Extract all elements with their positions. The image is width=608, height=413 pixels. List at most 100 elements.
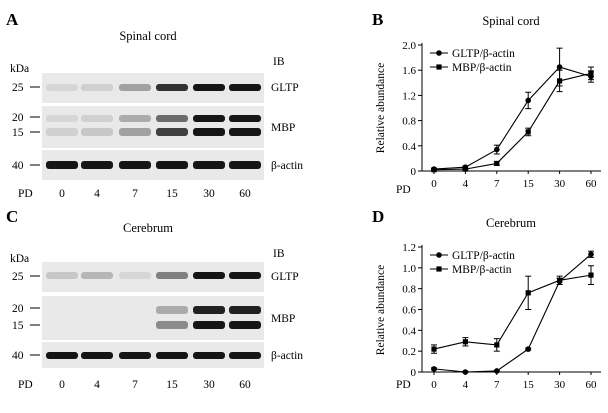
band-a-actin-label: β-actin [271, 160, 303, 172]
chart-d-gltp-point [431, 366, 437, 372]
chart-b-mbp-point [557, 78, 563, 84]
band-c-mbp-upper-lane-5 [229, 306, 261, 314]
chart-d-xtick-label: 4 [463, 379, 469, 391]
band-a-gltp-lane-4 [193, 84, 225, 91]
blot-c-bands [46, 272, 261, 359]
band-a-mbp-lower-lane-1 [81, 128, 113, 136]
band-c-gltp-lane-1 [81, 272, 113, 279]
lane-c-7: 7 [132, 379, 138, 391]
band-a-mbp-upper-lane-2 [119, 115, 151, 122]
chart-d-series-mbp-line [433, 274, 592, 350]
blot-c-gltp-strip [42, 262, 264, 292]
chart-d-ytick-label: 0.4 [402, 325, 416, 337]
marker-a-25: 25 [12, 82, 24, 94]
lane-a-0: 0 [59, 188, 65, 200]
band-a-mbp-lower-lane-2 [119, 128, 151, 136]
band-a-actin-lane-0 [46, 161, 78, 169]
band-a-mbp-lower-lane-4 [193, 128, 225, 136]
chart-b-mbp-point [431, 167, 437, 173]
chart-b-series-mbp-line [433, 72, 592, 171]
chart-b-mbp-point [525, 129, 531, 135]
chart-d-ytick-label: 0.8 [402, 284, 416, 296]
blot-c-mbp-strip [42, 296, 264, 340]
chart-d-ytick-label: 0.6 [402, 305, 416, 317]
band-c-actin-lane-5 [229, 352, 261, 359]
chart-d-xtick-label: 7 [494, 379, 500, 391]
chart-b-legend-gltp-label: GLTP/β-actin [452, 48, 515, 60]
chart-d-xlabel: PD [396, 379, 411, 391]
band-a-mbp-upper-lane-0 [46, 115, 78, 122]
band-a-actin-lane-2 [119, 161, 151, 169]
chart-b-xtick-label: 60 [586, 178, 598, 190]
lane-a-30: 30 [203, 188, 215, 200]
marker-c-15: 15 [12, 320, 24, 332]
band-a-actin-lane-4 [193, 161, 225, 169]
chart-b-ytick-label: 1.6 [402, 65, 416, 77]
band-a-mbp-lower-lane-5 [229, 128, 261, 136]
band-a-actin-lane-1 [81, 161, 113, 169]
chart-b-xtick-label: 0 [431, 178, 437, 190]
chart-b-ytick-label: 0 [411, 166, 417, 178]
band-c-actin-label: β-actin [271, 350, 303, 362]
marker-a-40: 40 [12, 160, 24, 172]
chart-d-ylabel: Relative abundance [375, 265, 387, 355]
band-c-gltp-label: GLTP [271, 271, 299, 283]
band-a-gltp-lane-1 [81, 84, 113, 91]
blot-a-gltp-strip [42, 73, 264, 103]
band-a-gltp-lane-2 [119, 84, 151, 91]
panel-c-title: Cerebrum [123, 221, 173, 235]
chart-b-xtick-label: 7 [494, 178, 500, 190]
panel-c-ib-label: IB [273, 248, 285, 260]
chart-d-xtick-label: 15 [523, 379, 535, 391]
chart-d-mbp-point [557, 277, 563, 283]
chart-b-gltp-point [556, 64, 563, 70]
chart-d-legend-mbp-marker [436, 266, 442, 272]
chart-b-xtick-label: 30 [554, 178, 566, 190]
band-c-mbp-lower-lane-3 [156, 321, 188, 329]
band-c-gltp-lane-0 [46, 272, 78, 279]
chart-b-ytick-label: 0.8 [402, 116, 416, 128]
chart-b-ytick-label: 0.4 [402, 141, 416, 153]
band-a-actin-lane-5 [229, 161, 261, 169]
chart-b-series-gltp-line [433, 66, 592, 170]
band-c-gltp-lane-2 [119, 272, 151, 279]
chart-d-ytick-label: 0.2 [402, 346, 416, 358]
band-a-gltp-label: GLTP [271, 82, 299, 94]
chart-b-ytick-label: 1.2 [402, 90, 416, 102]
chart-d-xtick-label: 0 [431, 379, 437, 391]
lane-a-4: 4 [94, 188, 100, 200]
lane-c-15: 15 [166, 379, 178, 391]
lane-a-7: 7 [132, 188, 138, 200]
panel-d: D Cerebrum Relative abundance PD 0 0.2 0.4… [372, 207, 601, 391]
lane-c-30: 30 [203, 379, 215, 391]
panel-c-pd-label: PD [18, 379, 33, 391]
band-a-gltp-lane-5 [229, 84, 261, 91]
band-a-gltp-lane-0 [46, 84, 78, 91]
chart-b-gltp-point [494, 146, 500, 153]
lane-a-15: 15 [166, 188, 178, 200]
band-a-mbp-upper-lane-1 [81, 115, 113, 122]
chart-d-title: Cerebrum [486, 216, 536, 230]
chart-b-ytick-label: 2.0 [402, 40, 416, 52]
chart-d-mbp-point [525, 290, 531, 296]
chart-d-ytick-label: 0 [411, 367, 417, 379]
panel-a-ib-label: IB [273, 56, 285, 68]
panel-a-kda-label: kDa [10, 63, 29, 75]
band-c-actin-lane-4 [193, 352, 225, 359]
chart-d-ytick-label: 1.2 [402, 242, 416, 254]
chart-b-legend-mbp-marker [436, 64, 442, 70]
chart-d-legend-gltp-marker [436, 252, 442, 258]
chart-b-legend-mbp-label: MBP/β-actin [452, 62, 512, 74]
marker-a-20: 20 [12, 112, 24, 124]
blot-c-actin-strip [42, 342, 264, 368]
band-a-mbp-upper-lane-3 [156, 115, 188, 122]
chart-d-ytick-label: 1.0 [402, 263, 416, 275]
chart-b-mbp-point [588, 70, 594, 76]
marker-a-15: 15 [12, 127, 24, 139]
chart-b-xtick-label: 4 [463, 178, 469, 190]
panel-d-letter: D [372, 207, 384, 226]
chart-b-xtick-label: 15 [523, 178, 535, 190]
chart-d-gltp-point [462, 369, 469, 375]
band-c-mbp-lower-lane-4 [193, 321, 225, 329]
